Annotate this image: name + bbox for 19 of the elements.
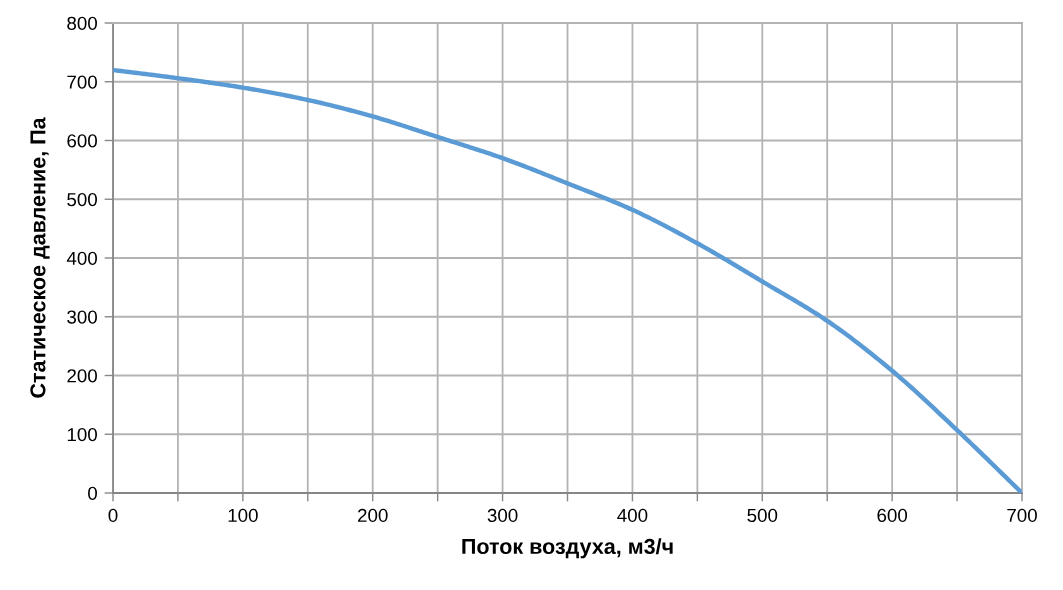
x-axis-title: Поток воздуха, м3/ч [462, 538, 673, 559]
x-tick-label: 600 [877, 508, 908, 523]
x-tick-label: 300 [487, 508, 518, 523]
y-tick-label: 500 [67, 192, 97, 207]
y-tick-label: 800 [67, 16, 97, 30]
x-tick-label: 0 [108, 508, 118, 523]
y-axis-title: Статическое давление, Па [30, 117, 50, 398]
y-tick-label: 0 [88, 486, 97, 500]
y-tick-label: 300 [67, 310, 97, 324]
y-tick-label: 100 [67, 427, 97, 442]
y-tick-label: 700 [67, 75, 97, 89]
y-tick-label: 200 [67, 369, 97, 383]
x-tick-label: 200 [358, 508, 388, 523]
x-tick-label: 100 [228, 508, 258, 523]
x-tick-label: 400 [617, 508, 648, 523]
x-tick-label: 500 [747, 508, 778, 523]
x-tick-label: 700 [1007, 508, 1037, 523]
y-tick-label: 600 [67, 134, 97, 148]
y-tick-label: 400 [66, 251, 97, 265]
